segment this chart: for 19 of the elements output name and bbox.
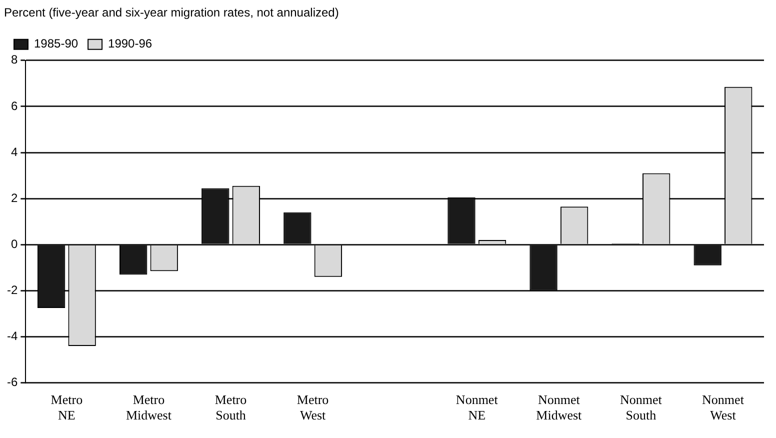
x-tick-label: Metro NE (50, 392, 83, 423)
x-tick-label: Metro South (214, 392, 247, 423)
x-tick-label: Nonmet South (620, 392, 662, 423)
x-tick-label: Nonmet NE (456, 392, 498, 423)
y-tick-label: 2 (10, 190, 18, 205)
legend-label: 1990-96 (108, 36, 152, 51)
y-tick-label: 8 (10, 52, 18, 67)
x-tick-label: Metro Midwest (126, 392, 172, 423)
y-tick-label: -2 (7, 283, 18, 297)
legend-label: 1985-90 (34, 36, 78, 51)
x-tick-label: Metro West (296, 392, 329, 423)
y-tick-label: 4 (10, 144, 18, 159)
x-tick-label: Nonmet Midwest (536, 392, 582, 423)
y-tick-label: 6 (10, 98, 18, 113)
y-axis-title: Percent (five-year and six-year migration rates, not annualized) (4, 6, 339, 20)
y-tick-label: -6 (7, 375, 18, 390)
x-tick-label: Nonmet West (702, 392, 744, 423)
y-tick-label: -4 (7, 329, 18, 344)
y-tick-label: 0 (10, 236, 18, 251)
